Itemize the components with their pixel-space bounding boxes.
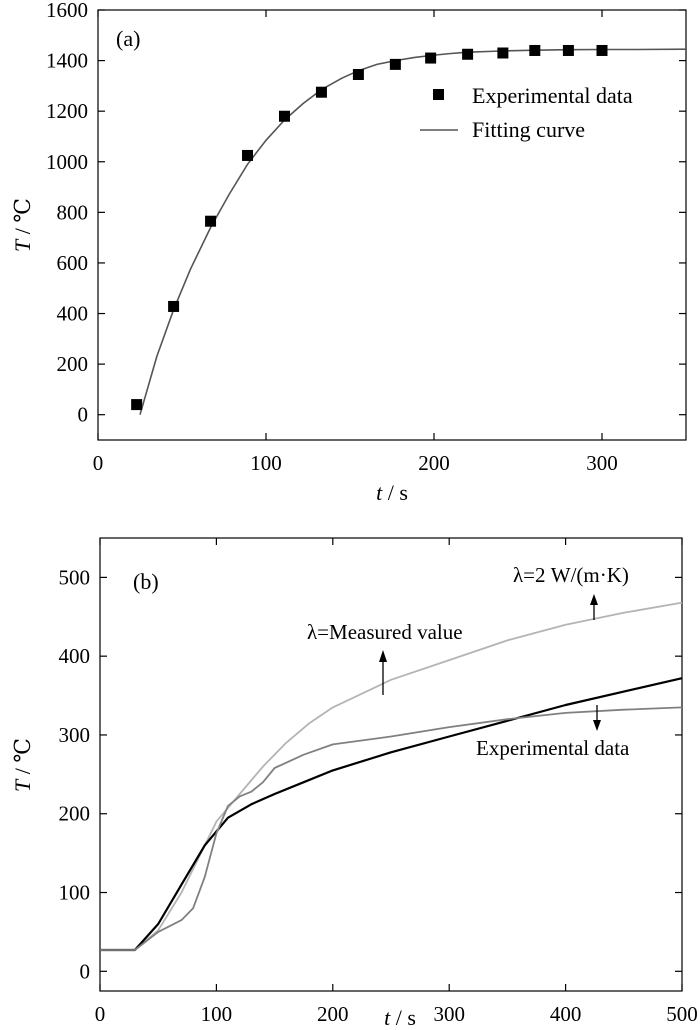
panel-a-x-var: t: [376, 480, 383, 505]
panel-b-x-tick-label: 200: [317, 1002, 349, 1026]
arrowhead-experimental-data: [593, 720, 601, 731]
panel-a-x-axis-title: t / s: [376, 480, 408, 505]
experimental-point: [242, 149, 254, 161]
panel-a-y-axis-title: T / ℃: [10, 198, 35, 252]
panel-a-x-tick-label: 300: [586, 451, 618, 475]
panel-b-plot-frame: [99, 537, 683, 992]
arrowhead-lambda-2: [590, 594, 598, 605]
panel-b-x-tick-label: 500: [666, 1002, 698, 1026]
lambda-2-curve: [100, 601, 683, 951]
panel-a-x-tick-label: 0: [93, 451, 104, 475]
experimental-point: [389, 58, 401, 70]
experimental-point: [425, 52, 437, 64]
panel-a-x-tick-label: 100: [250, 451, 282, 475]
panel-a-y-tick-label: 1000: [46, 150, 88, 174]
panel-b-y-tick-label: 0: [80, 959, 91, 983]
annotation-experimental-data: Experimental data: [476, 736, 630, 760]
panel-a-y-tick-label: 1400: [46, 49, 88, 73]
panel-a-y-tick-label: 800: [57, 200, 89, 224]
panel-b-x-var: t: [384, 1005, 391, 1030]
panel-a-legend: Experimental data Fitting curve: [420, 83, 633, 142]
panel-a-x-unit: / s: [382, 480, 408, 505]
legend-label-experimental: Experimental data: [472, 83, 633, 108]
panel-a-ticks: 0 100 200 300 0 200 400 600 800 1000 1200 1400 1600: [46, 0, 686, 475]
panel-a-y-tick-label: 600: [57, 251, 89, 275]
panel-b-x-tick-label: 100: [201, 1002, 233, 1026]
legend-label-fitting: Fitting curve: [472, 117, 585, 142]
panel-b-y-tick-label: 400: [59, 644, 91, 668]
legend-marker-experimental: [433, 89, 444, 100]
experimental-point: [205, 215, 217, 227]
measured-value-curve: [100, 677, 683, 952]
experimental-point: [462, 48, 474, 60]
annotation-measured-value: λ=Measured value: [307, 620, 463, 644]
panel-b-y-tick-label: 200: [59, 802, 91, 826]
panel-a-y-tick-label: 0: [78, 403, 89, 427]
panel-a-y-unit: / ℃: [10, 198, 35, 240]
annotation-lambda-2: λ=2 W/(m·K): [513, 563, 629, 587]
experimental-point: [529, 44, 541, 56]
panel-b-x-unit: / s: [390, 1005, 416, 1030]
panel-a-experimental-points: [131, 44, 608, 411]
experimental-point: [131, 399, 143, 411]
panel-a-y-var: T: [10, 238, 35, 252]
panel-a-y-tick-label: 400: [57, 302, 89, 326]
experimental-data-curve: [100, 706, 683, 951]
experimental-point: [497, 47, 509, 59]
panel-b-y-axis-title: T / ℃: [10, 738, 35, 792]
arrowhead-measured-value: [379, 650, 387, 662]
experimental-point: [315, 86, 327, 98]
panel-a-x-tick-label: 200: [418, 451, 450, 475]
panel-b-x-axis-title: t / s: [384, 1005, 416, 1030]
panel-a-label: (a): [116, 26, 140, 51]
panel-a-y-tick-label: 1200: [46, 99, 88, 123]
panel-b-x-tick-label: 300: [433, 1002, 465, 1026]
panel-b-y-tick-label: 300: [59, 723, 91, 747]
panel-a-y-tick-label: 1600: [46, 0, 88, 22]
panel-a-plot-frame: [97, 9, 687, 441]
experimental-point: [596, 44, 608, 56]
panel-b-ticks: 0 100 200 300 400 500 0 100 200 300 400 500: [59, 538, 698, 1026]
experimental-point: [278, 110, 290, 122]
panel-a-chart: 0 100 200 30002004006008001000120014001600 …: [10, 0, 687, 505]
panel-b-chart: 0 100 200 300 400 500 0 100 200 300 400 500 (b) λ=M…: [10, 537, 698, 1030]
panel-b-y-var: T: [10, 778, 35, 792]
panel-b-series-lines: [100, 601, 683, 952]
experimental-point: [562, 44, 574, 56]
experimental-point: [168, 300, 180, 312]
panel-b-y-tick-label: 100: [59, 881, 91, 905]
panel-b-x-tick-label: 400: [550, 1002, 582, 1026]
panel-b-y-tick-label: 500: [59, 565, 91, 589]
panel-b-y-unit: / ℃: [10, 738, 35, 780]
panel-b-x-tick-label: 0: [95, 1002, 106, 1026]
panel-a-y-tick-label: 200: [57, 352, 89, 376]
experimental-point: [352, 69, 364, 80]
panel-b-label: (b): [133, 569, 159, 594]
